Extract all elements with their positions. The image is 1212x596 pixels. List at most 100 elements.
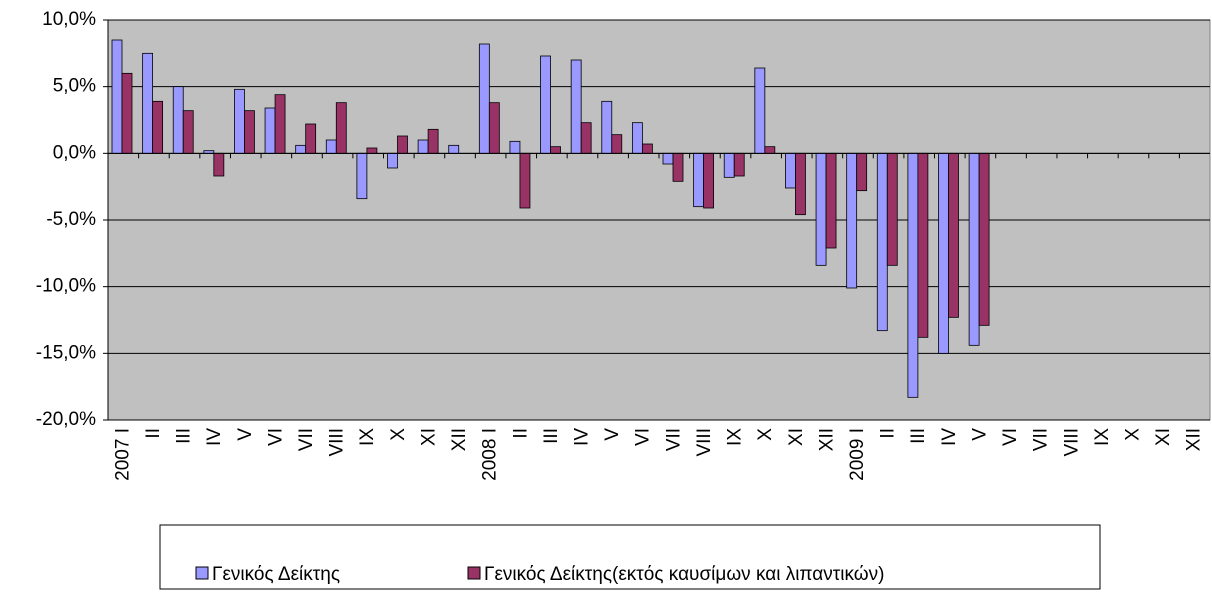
- bar: [427, 128, 439, 154]
- bar: [703, 152, 715, 209]
- bar: [488, 102, 500, 154]
- x-tick-label: XII: [449, 428, 470, 451]
- bar: [111, 39, 123, 154]
- x-tick-label: III: [908, 428, 929, 444]
- bar: [387, 152, 398, 169]
- bar: [580, 122, 592, 154]
- bar: [948, 152, 959, 318]
- x-tick-label: XII: [1184, 428, 1205, 451]
- x-tick-label: X: [388, 428, 409, 441]
- bar: [641, 143, 653, 154]
- x-tick-label: VI: [1000, 428, 1021, 446]
- bar: [846, 152, 858, 289]
- x-tick-label: VIII: [1061, 428, 1082, 457]
- x-tick-label: IV: [204, 428, 225, 446]
- bar: [121, 72, 133, 154]
- bar: [325, 139, 337, 154]
- bar: [733, 152, 745, 177]
- bar: [356, 152, 368, 200]
- bar: [335, 102, 347, 154]
- bar: [693, 152, 705, 208]
- y-tick-label: 5,0%: [53, 76, 96, 97]
- bar: [825, 152, 837, 249]
- bar: [938, 152, 949, 354]
- x-tick-label: 2007 I: [112, 428, 133, 481]
- y-tick-label: -20,0%: [36, 409, 96, 430]
- x-tick-label: VIII: [694, 428, 715, 457]
- bar: [754, 67, 766, 154]
- x-tick-label: VII: [296, 428, 317, 451]
- bar: [182, 110, 194, 154]
- x-tick-label: IX: [725, 428, 746, 446]
- bar: [631, 122, 643, 154]
- x-tick-label: XI: [1153, 428, 1174, 446]
- x-tick-label: XI: [418, 428, 439, 446]
- bar: [968, 152, 980, 346]
- y-tick-label: -15,0%: [36, 342, 96, 363]
- legend-label: Γενικός Δείκτης(εκτός καυσίμων και λιπαν…: [484, 564, 884, 585]
- bar: [274, 94, 286, 154]
- bar: [213, 152, 225, 177]
- x-tick-label: X: [1122, 428, 1143, 441]
- bar: [172, 86, 184, 154]
- x-tick-label: V: [235, 428, 256, 441]
- x-tick-label: X: [755, 428, 776, 441]
- x-tick-label: III: [541, 428, 562, 444]
- x-tick-label: VII: [663, 428, 684, 451]
- x-tick-label: II: [143, 428, 164, 439]
- bar: [397, 135, 408, 154]
- x-tick-label: VI: [633, 428, 654, 446]
- legend-swatch: [467, 566, 481, 580]
- x-tick-label: VII: [1031, 428, 1052, 451]
- x-tick-label: IV: [571, 428, 592, 446]
- x-tick-label: V: [969, 428, 990, 441]
- bar: [907, 152, 919, 398]
- bar: [448, 144, 460, 154]
- bar: [478, 43, 490, 154]
- y-tick-label: -10,0%: [36, 276, 96, 297]
- legend-label: Γενικός Δείκτης: [212, 564, 340, 585]
- bar: [886, 152, 898, 266]
- x-tick-label: VIII: [327, 428, 348, 457]
- x-tick-label: II: [878, 428, 899, 439]
- x-tick-label: III: [174, 428, 195, 444]
- bar: [244, 110, 255, 154]
- x-tick-label: IV: [939, 428, 960, 446]
- bar: [978, 152, 990, 326]
- bar: [509, 140, 521, 154]
- x-tick-label: VI: [265, 428, 286, 446]
- x-tick-label: 2009 I: [847, 428, 868, 481]
- bar: [295, 144, 307, 154]
- bar: [570, 59, 582, 154]
- bar: [917, 152, 929, 338]
- bar: [856, 152, 868, 192]
- y-tick-label: -5,0%: [46, 209, 96, 230]
- bar: [611, 134, 623, 154]
- bar: [234, 88, 245, 154]
- legend-swatch: [195, 566, 209, 580]
- x-tick-label: V: [602, 428, 623, 441]
- bar: [764, 146, 776, 154]
- x-tick-label: IX: [357, 428, 378, 446]
- y-tick-label: 0,0%: [53, 142, 96, 163]
- x-tick-label: 2008 I: [480, 428, 501, 481]
- y-tick-label: 10,0%: [42, 9, 96, 30]
- bar: [662, 152, 674, 165]
- bar: [550, 146, 561, 154]
- bar: [672, 152, 684, 182]
- bar: [366, 147, 378, 154]
- bar: [417, 139, 429, 154]
- legend-box: [159, 524, 1101, 590]
- x-tick-label: II: [510, 428, 531, 439]
- bar: [264, 107, 276, 154]
- bar: [540, 55, 551, 154]
- bar: [785, 152, 796, 189]
- bar: [305, 123, 317, 154]
- bar: [815, 152, 827, 266]
- bar: [601, 100, 613, 154]
- bar: [795, 152, 806, 216]
- bar: [876, 152, 888, 332]
- bar: [142, 52, 154, 154]
- x-tick-label: XI: [786, 428, 807, 446]
